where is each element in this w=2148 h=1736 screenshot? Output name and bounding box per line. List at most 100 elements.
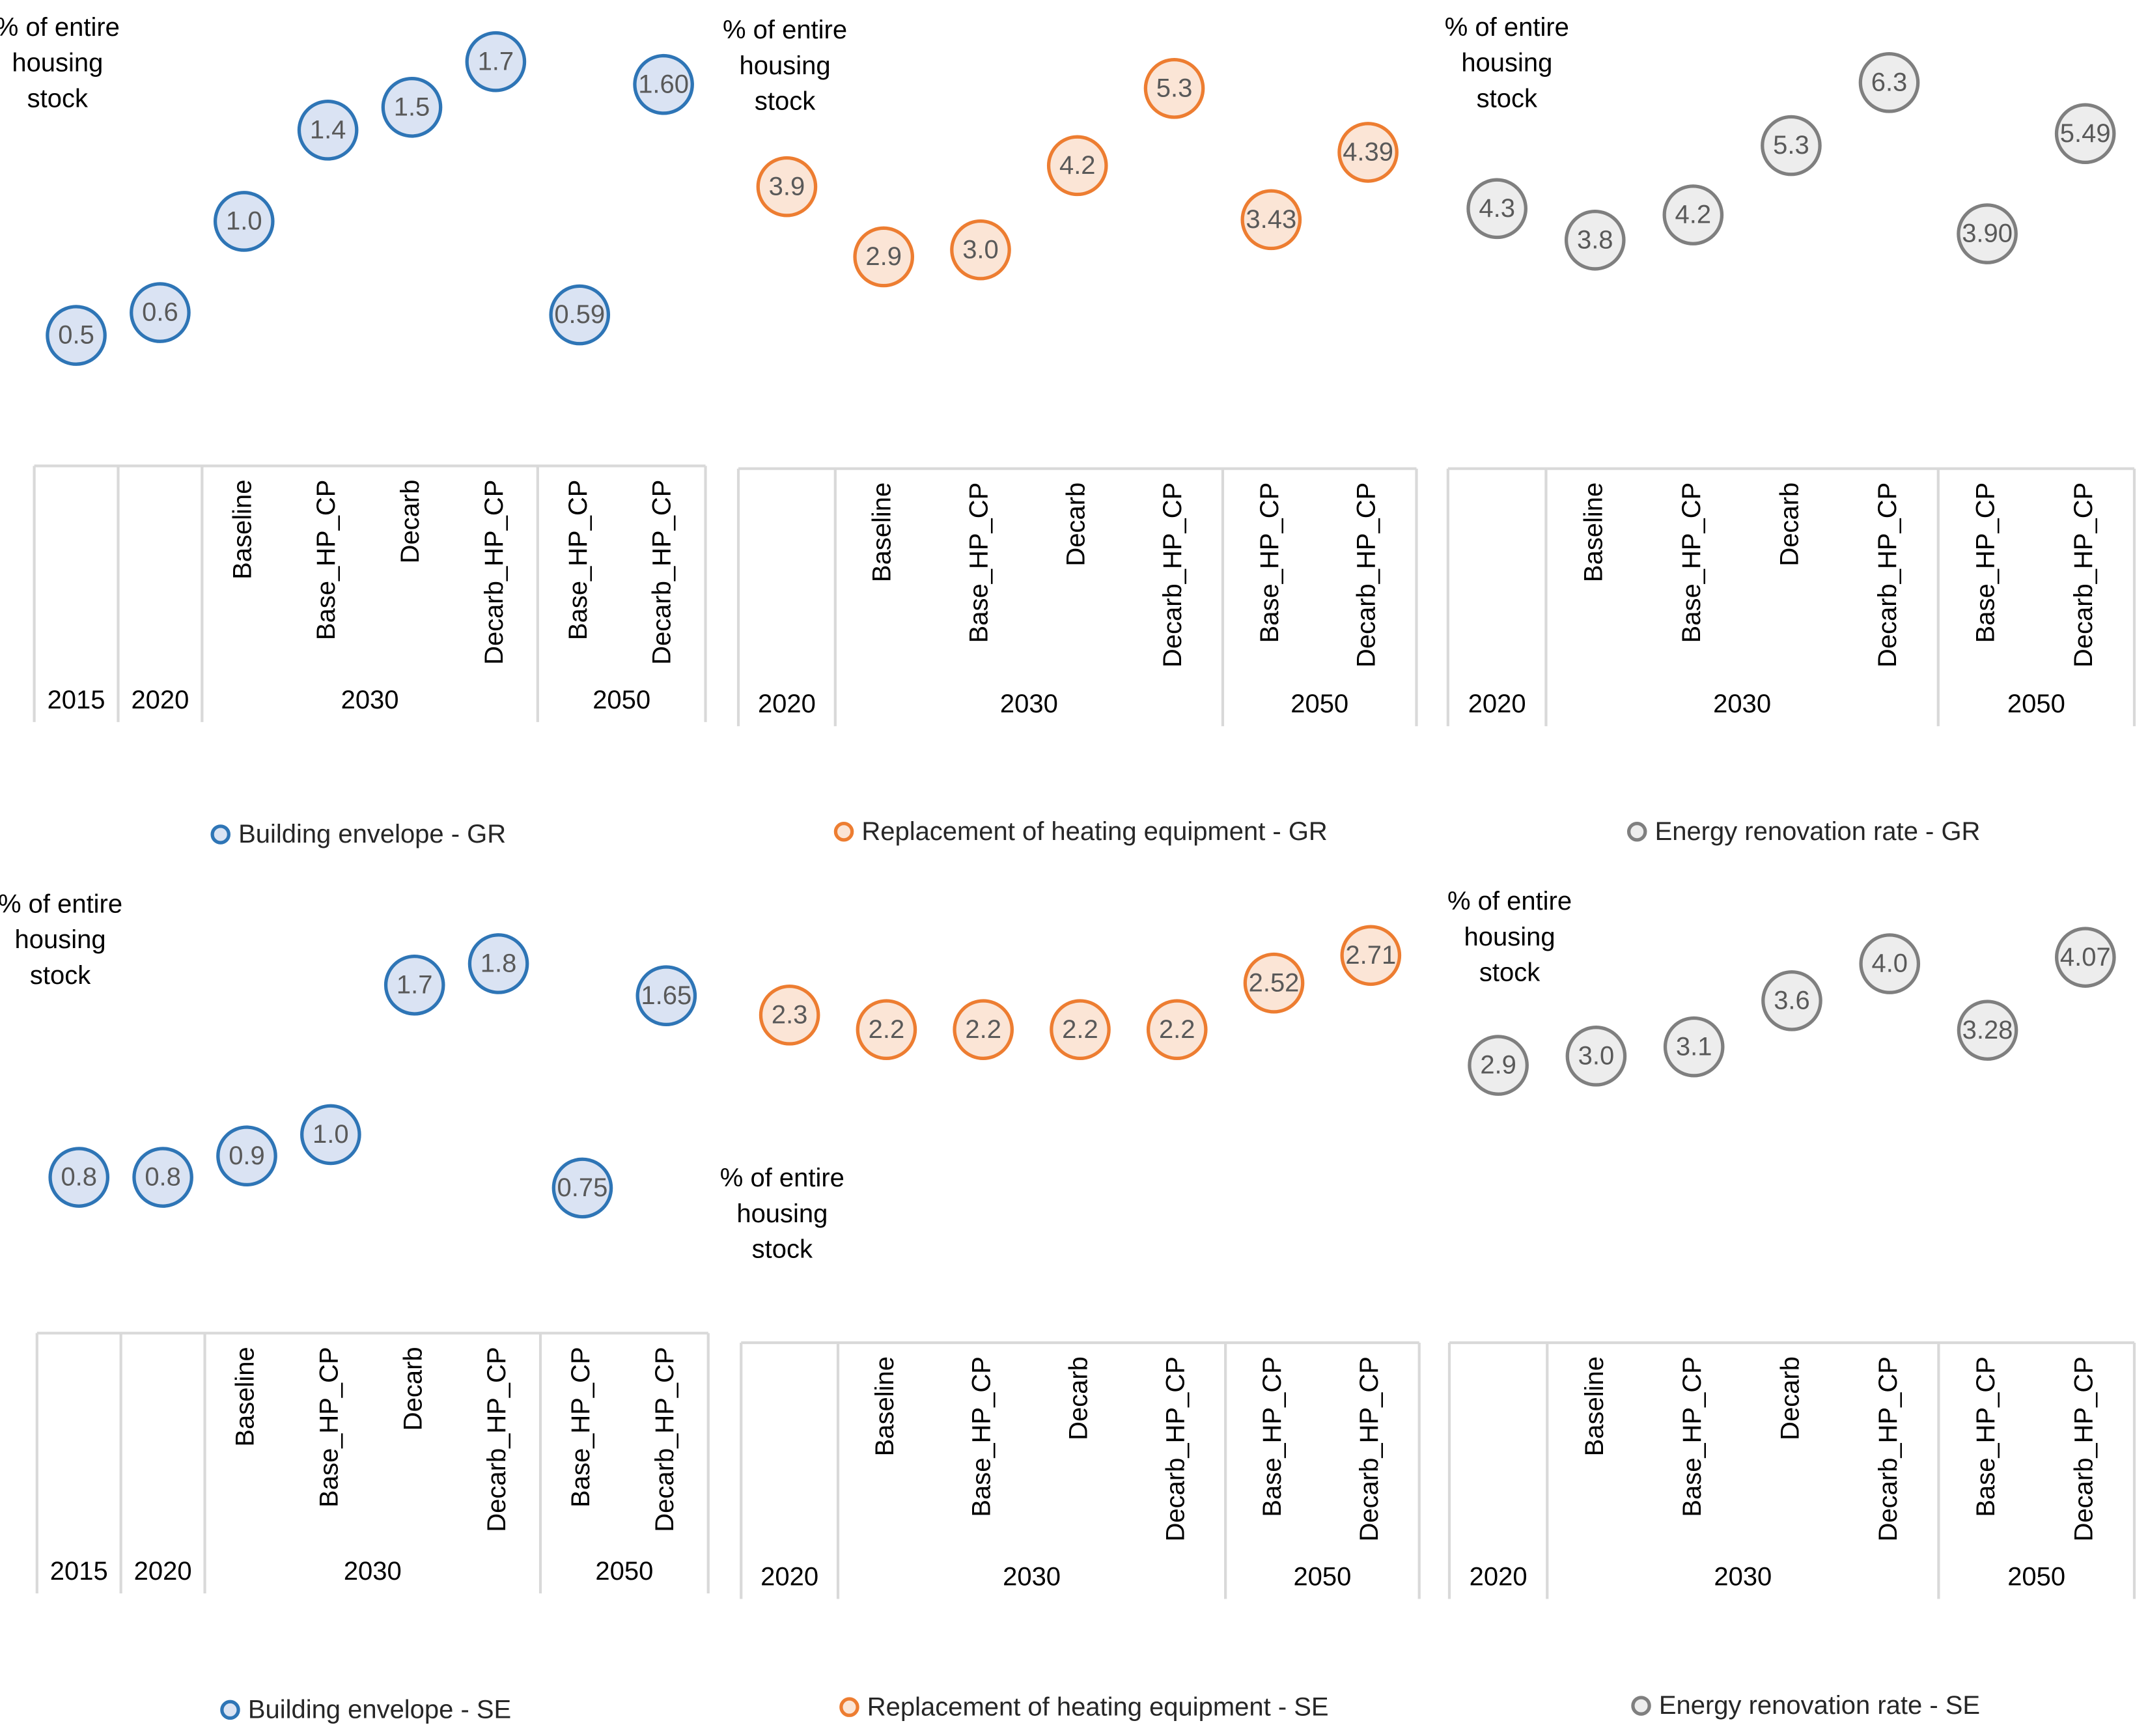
category-label: Decarb xyxy=(1061,483,1090,567)
category-label: Decarb_HP_CP xyxy=(650,1347,679,1532)
bubble xyxy=(856,999,917,1060)
data-label: 0.75 xyxy=(557,1173,608,1202)
category-label: Baseline xyxy=(231,1347,260,1446)
group-label: 2050 xyxy=(2007,690,2065,718)
category-label: Base_HP_CP xyxy=(1678,1356,1707,1517)
y-axis-label-box: % of entire housing stock xyxy=(0,14,120,114)
category-label: Base_HP_CP xyxy=(314,1347,343,1507)
bubble xyxy=(950,219,1011,281)
bubble xyxy=(549,284,611,346)
data-label: 2.2 xyxy=(965,1015,1001,1044)
y-axis-label: % of entire housing stock xyxy=(1444,14,1569,114)
legend-marker xyxy=(1631,1696,1651,1716)
bubble xyxy=(297,99,359,161)
category-label: Base_HP_CP xyxy=(1972,1356,2000,1517)
category-label: Decarb_HP_CP xyxy=(1873,483,1902,667)
data-label: 4.07 xyxy=(2060,943,2111,972)
group-label: 2030 xyxy=(344,1557,402,1586)
data-label: 3.0 xyxy=(1578,1042,1615,1071)
data-label: 2.9 xyxy=(1480,1051,1516,1080)
data-label: 0.59 xyxy=(554,300,605,329)
legend-label: Building envelope - GR xyxy=(238,820,506,848)
legend-label: Replacement of heating equipment - SE xyxy=(867,1692,1329,1721)
bubble xyxy=(633,53,694,115)
category-label: Baseline xyxy=(1580,1356,1609,1456)
data-label: 5.3 xyxy=(1773,131,1809,160)
data-label: 1.8 xyxy=(481,949,517,978)
bubble xyxy=(381,76,443,138)
bubble xyxy=(853,226,915,288)
bubble xyxy=(2055,927,2116,988)
legend-marker xyxy=(220,1700,240,1720)
data-label: 1.65 xyxy=(641,981,691,1010)
data-label: 1.0 xyxy=(313,1120,349,1149)
data-label: 2.2 xyxy=(869,1015,905,1044)
data-label: 3.9 xyxy=(769,172,805,201)
data-label: 2.9 xyxy=(865,242,902,271)
data-label: 4.0 xyxy=(1871,949,1908,978)
data-label: 1.4 xyxy=(310,115,346,144)
y-axis-label-box: % of entire housing stock xyxy=(1444,14,1569,114)
data-label: 5.49 xyxy=(2060,119,2111,148)
bubble xyxy=(953,999,1014,1060)
bubble xyxy=(1340,925,1402,987)
category-label: Decarb xyxy=(1065,1356,1093,1440)
group-label: 2050 xyxy=(1293,1562,1351,1591)
group-label: 2050 xyxy=(2007,1562,2065,1591)
category-label: Decarb_HP_CP xyxy=(1874,1356,1903,1541)
category-label: Decarb xyxy=(1776,1356,1805,1440)
category-label: Baseline xyxy=(1579,483,1608,582)
bubble xyxy=(1957,1000,2018,1061)
bubble xyxy=(1243,952,1305,1014)
bubble xyxy=(130,282,191,343)
panel: % of entire housing stock 2015 2020 Baselin… xyxy=(0,14,707,848)
group-label: 2020 xyxy=(131,686,189,714)
data-label: 2.3 xyxy=(772,1001,808,1029)
group-label: 2020 xyxy=(1470,1562,1527,1591)
category-label: Base_HP_CP xyxy=(1677,483,1706,643)
legend-marker xyxy=(833,821,854,842)
bubble xyxy=(1143,57,1205,119)
panel: % of entire housing stock 2020 Baseline Bas… xyxy=(1447,888,2136,1720)
bubble xyxy=(216,1125,277,1187)
data-label: 0.6 xyxy=(142,298,178,327)
group-label: 2020 xyxy=(1468,690,1526,718)
bubble xyxy=(759,985,820,1046)
category-label: Base_HP_CP xyxy=(566,1347,595,1507)
y-axis-label-box: % of entire housing stock xyxy=(723,16,847,117)
category-label: Decarb_HP_CP xyxy=(1352,483,1381,667)
bubble xyxy=(756,156,818,217)
y-axis-label-box: % of entire housing stock xyxy=(1447,888,1572,988)
category-label: Baseline xyxy=(868,483,897,582)
bubble xyxy=(1663,1016,1725,1078)
bubble xyxy=(2054,103,2116,165)
bubble xyxy=(1662,184,1724,245)
data-label: 3.28 xyxy=(1962,1016,2013,1044)
legend-label: Energy renovation rate - GR xyxy=(1655,817,1981,846)
y-axis-label-box: % of entire housing stock xyxy=(0,891,122,991)
bubble xyxy=(1565,1026,1627,1087)
data-label: 0.9 xyxy=(229,1141,265,1170)
category-label: Baseline xyxy=(871,1356,899,1456)
group-label: 2050 xyxy=(1290,690,1348,718)
group-label: 2020 xyxy=(758,690,816,718)
panel: % of entire housing stock 2015 2020 Baselin… xyxy=(0,891,710,1724)
category-label: Base_HP_CP xyxy=(1258,1356,1287,1517)
bubble xyxy=(1761,970,1822,1031)
bubble xyxy=(46,305,107,366)
bubble xyxy=(1240,189,1302,251)
category-label: Decarb_HP_CP xyxy=(1355,1356,1384,1541)
data-label: 6.3 xyxy=(1871,68,1908,96)
category-label: Decarb_HP_CP xyxy=(648,480,676,665)
data-label: 1.7 xyxy=(397,970,433,999)
bubble xyxy=(467,933,529,994)
bubble xyxy=(1468,1035,1529,1096)
group-label: 2030 xyxy=(341,686,399,714)
panel: % of entire housing stock 2020 Baseline Bas… xyxy=(723,16,1418,846)
group-label: 2015 xyxy=(48,686,105,714)
legend-marker xyxy=(1626,821,1647,842)
category-label: Baseline xyxy=(228,480,257,580)
y-axis-label-box: % of entire housing stock xyxy=(720,1165,844,1265)
